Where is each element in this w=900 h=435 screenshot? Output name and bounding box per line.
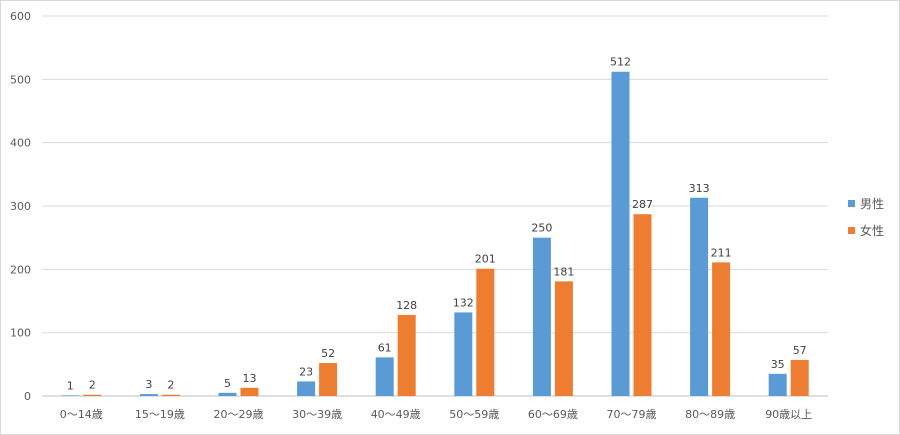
legend-label-female: 女性 (860, 223, 885, 238)
bar (375, 357, 394, 396)
x-tick-label: 15〜19歳 (135, 408, 185, 421)
y-tick-label: 600 (10, 10, 31, 23)
data-label: 52 (321, 347, 335, 360)
data-label: 5 (224, 377, 231, 390)
data-label: 35 (771, 358, 785, 371)
data-label: 181 (553, 265, 574, 278)
bar (768, 373, 787, 396)
x-tick-label: 90歳以上 (765, 408, 812, 421)
bar (790, 359, 809, 396)
bar (297, 381, 316, 396)
bar (218, 392, 237, 396)
bar (454, 312, 473, 396)
legend-item-male: 男性 (848, 195, 898, 211)
y-tick-label: 500 (10, 73, 31, 86)
legend-swatch-male (848, 199, 855, 207)
legend-swatch-female (848, 226, 855, 234)
bar (319, 363, 338, 396)
data-label: 132 (453, 296, 474, 309)
data-label: 1 (67, 379, 74, 392)
bar (712, 262, 731, 396)
x-tick-label: 50〜59歳 (449, 408, 499, 421)
bar (83, 394, 102, 396)
data-label: 2 (167, 379, 174, 392)
data-label: 61 (378, 341, 392, 354)
data-label: 313 (689, 182, 710, 195)
bar (161, 394, 180, 396)
x-tick-label: 0〜14歳 (60, 408, 103, 421)
y-axis-ticks: 0 100 200 300 400 500 600 (10, 10, 31, 403)
data-label: 57 (793, 344, 807, 357)
data-label: 13 (243, 372, 257, 385)
data-label: 128 (396, 299, 417, 312)
y-tick-label: 400 (10, 137, 31, 150)
bars (61, 71, 809, 396)
data-label: 2 (89, 379, 96, 392)
y-tick-label: 300 (10, 200, 31, 213)
bar (61, 395, 80, 396)
bar (476, 268, 495, 396)
y-tick-label: 0 (24, 390, 31, 403)
data-label: 201 (475, 253, 496, 266)
y-tick-label: 200 (10, 263, 31, 276)
x-tick-label: 60〜69歳 (528, 408, 578, 421)
data-label: 211 (711, 246, 732, 259)
bar (611, 71, 630, 396)
x-tick-label: 30〜39歳 (292, 408, 342, 421)
bar (633, 214, 652, 396)
bar (240, 387, 259, 396)
x-tick-label: 80〜89歳 (685, 408, 735, 421)
legend: 男性 女性 (848, 195, 898, 249)
bar (397, 314, 416, 396)
bar (690, 197, 709, 396)
x-tick-label: 20〜29歳 (214, 408, 264, 421)
data-label: 250 (531, 222, 552, 235)
data-label: 3 (145, 378, 152, 391)
legend-item-female: 女性 (848, 222, 898, 238)
x-tick-label: 70〜79歳 (607, 408, 657, 421)
x-tick-label: 40〜49歳 (371, 408, 421, 421)
bar (554, 281, 573, 396)
data-label: 287 (632, 198, 653, 211)
bar (532, 237, 551, 396)
legend-label-male: 男性 (860, 196, 885, 211)
bar (139, 394, 158, 396)
gridlines (42, 15, 828, 397)
data-label: 23 (299, 365, 313, 378)
data-label: 512 (610, 56, 631, 69)
y-tick-label: 100 (10, 327, 31, 340)
x-axis-ticks: 0〜14歳 15〜19歳 20〜29歳 30〜39歳 40〜49歳 50〜59歳 60〜69… (60, 408, 812, 421)
